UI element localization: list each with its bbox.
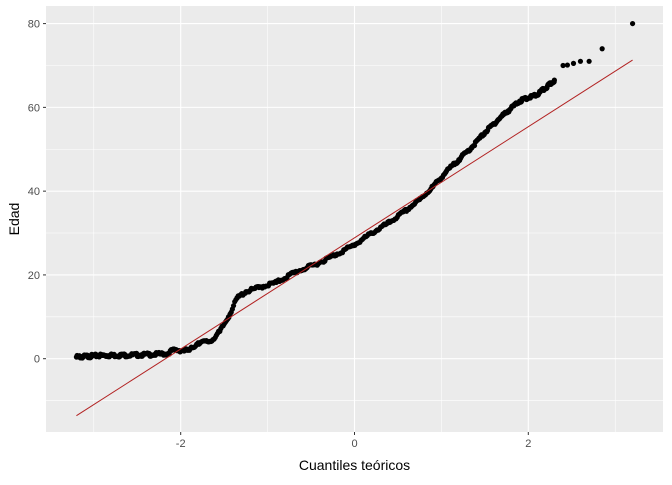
x-tick-label: 0 bbox=[351, 438, 357, 450]
data-point bbox=[351, 242, 358, 248]
y-tick-label: 40 bbox=[28, 186, 40, 198]
data-point bbox=[273, 279, 279, 286]
data-point bbox=[169, 347, 175, 353]
data-point bbox=[586, 58, 592, 64]
data-point bbox=[230, 303, 237, 309]
data-point bbox=[117, 352, 123, 358]
data-point bbox=[334, 251, 340, 257]
data-point bbox=[147, 351, 153, 358]
data-point bbox=[577, 58, 584, 64]
y-tick-label: 60 bbox=[28, 102, 40, 114]
y-axis-title: Edad bbox=[6, 203, 22, 236]
data-point bbox=[134, 352, 140, 358]
data-point bbox=[599, 46, 605, 52]
data-point bbox=[482, 129, 488, 136]
y-tick-label: 20 bbox=[28, 270, 40, 282]
data-point bbox=[243, 289, 249, 295]
data-point bbox=[369, 230, 375, 236]
y-tick-label: 0 bbox=[34, 354, 40, 366]
data-point bbox=[256, 284, 262, 291]
data-point bbox=[291, 270, 297, 276]
data-point bbox=[560, 62, 566, 69]
data-point bbox=[73, 354, 80, 360]
major-gridlines bbox=[46, 6, 663, 432]
data-point bbox=[564, 62, 571, 68]
data-point bbox=[499, 113, 505, 119]
data-point bbox=[570, 60, 577, 66]
data-point bbox=[386, 219, 392, 226]
data-points bbox=[73, 20, 636, 361]
x-tick-label: -2 bbox=[176, 438, 186, 450]
data-point bbox=[517, 98, 523, 104]
data-point bbox=[404, 207, 410, 213]
data-point bbox=[629, 20, 636, 27]
data-point bbox=[99, 352, 106, 358]
data-point bbox=[443, 169, 449, 175]
x-axis-title: Cuantiles teóricos bbox=[299, 457, 410, 473]
data-point bbox=[534, 92, 540, 98]
x-axis: -2 0 2 bbox=[176, 432, 531, 450]
data-point bbox=[234, 295, 240, 301]
data-point bbox=[208, 338, 214, 344]
data-point bbox=[217, 328, 223, 335]
data-point bbox=[195, 340, 201, 346]
data-point bbox=[165, 351, 171, 357]
data-point bbox=[186, 347, 192, 353]
data-point bbox=[547, 81, 553, 87]
reference-line bbox=[76, 59, 633, 417]
x-tick-label: 2 bbox=[525, 438, 531, 450]
data-point bbox=[469, 144, 475, 150]
data-point bbox=[456, 157, 462, 163]
y-tick-label: 80 bbox=[28, 19, 40, 31]
data-point bbox=[417, 196, 423, 203]
data-point bbox=[551, 77, 557, 83]
y-axis: 0 20 40 60 80 bbox=[28, 19, 46, 366]
